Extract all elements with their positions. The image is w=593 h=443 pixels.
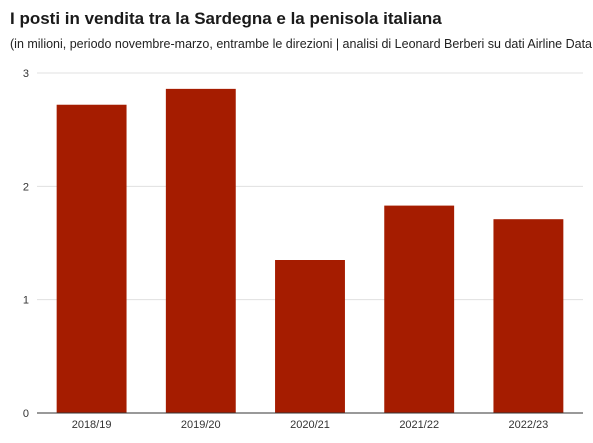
y-tick-label: 2 <box>23 181 29 193</box>
x-tick-label: 2022/23 <box>509 419 549 431</box>
chart-subtitle: (in milioni, periodo novembre-marzo, ent… <box>10 37 593 51</box>
bars <box>56 88 564 413</box>
y-tick-label: 1 <box>23 295 29 307</box>
y-tick-label: 3 <box>23 68 29 80</box>
chart-title: I posti in vendita tra la Sardegna e la … <box>10 9 442 28</box>
tick-labels: 0 1 2 3 2018/19 2019/20 2020/21 2021/22 2022/23 <box>23 68 548 431</box>
x-tick-label: 2020/21 <box>290 419 330 431</box>
x-tick-label: 2018/19 <box>72 419 112 431</box>
x-tick-label: 2019/20 <box>181 419 221 431</box>
x-tick-label: 2021/22 <box>399 419 439 431</box>
bar <box>165 88 236 413</box>
bar <box>275 260 345 413</box>
y-tick-label: 0 <box>23 408 29 420</box>
bar <box>384 205 455 413</box>
bar <box>56 104 127 413</box>
bar <box>493 219 564 413</box>
